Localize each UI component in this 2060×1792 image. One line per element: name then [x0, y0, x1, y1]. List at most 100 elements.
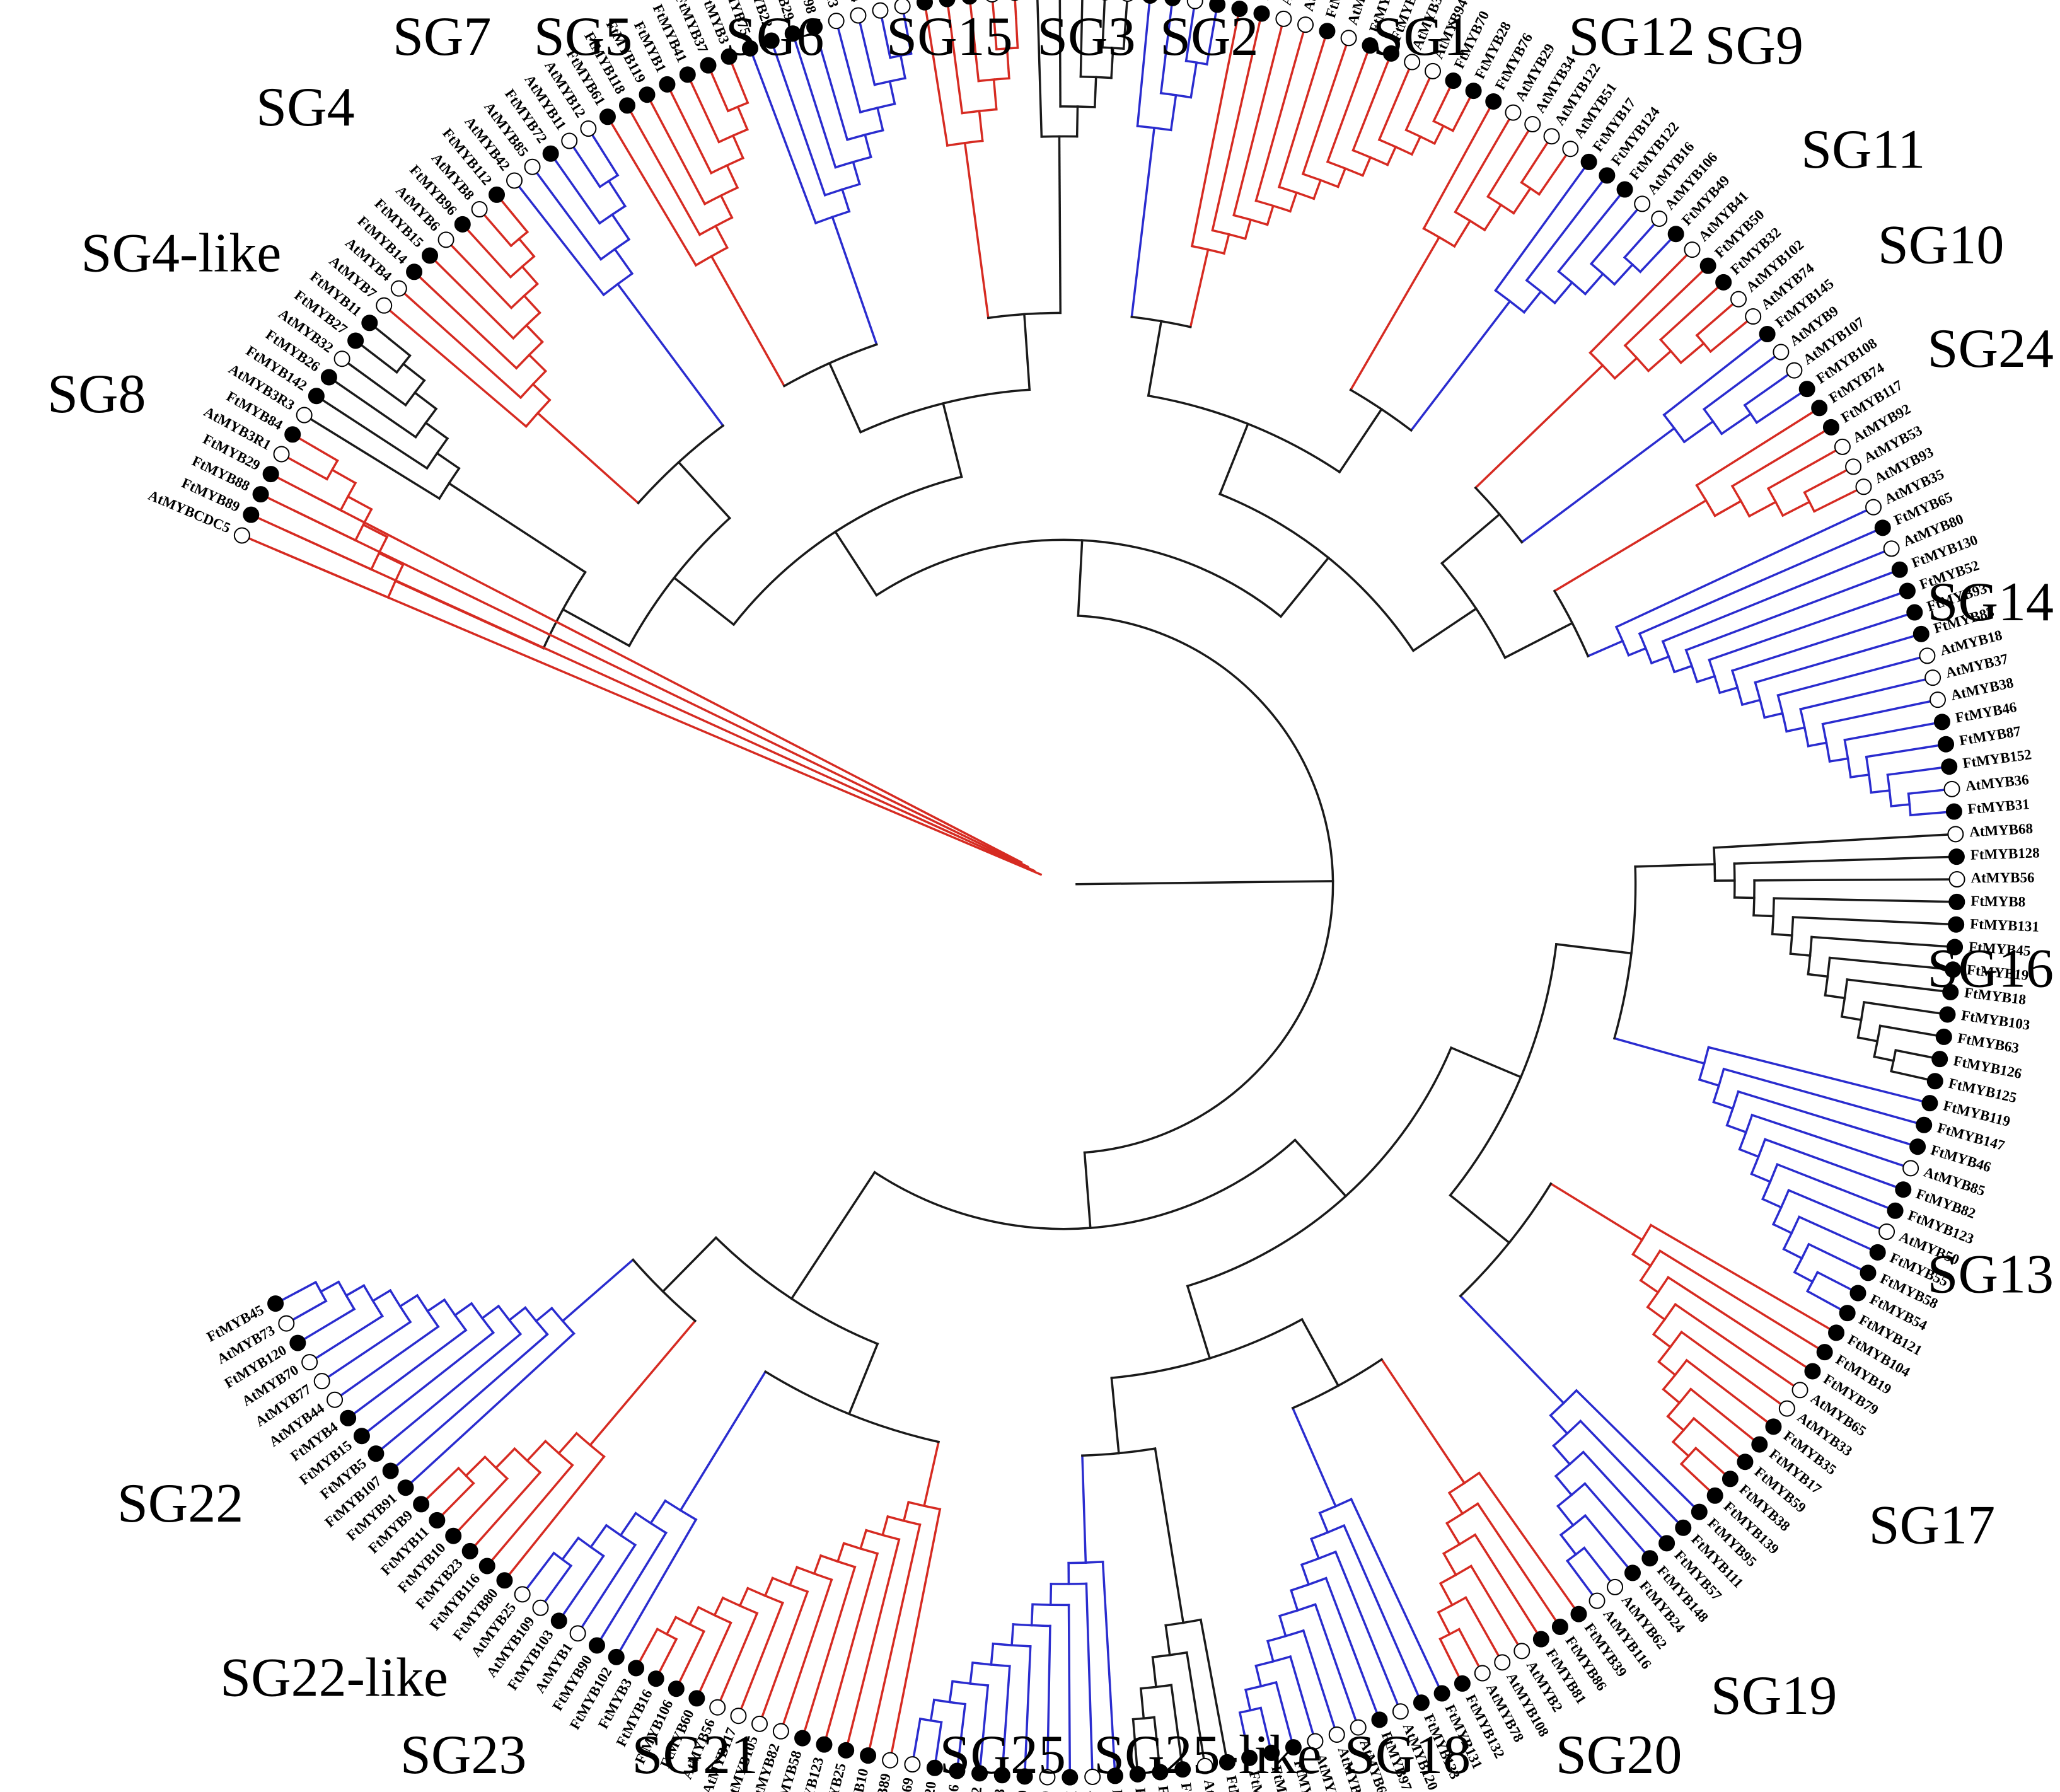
leaf-branch — [1342, 1523, 1423, 1704]
leaf-label: FtMYB14 — [1109, 1789, 1129, 1792]
open-marker — [390, 280, 407, 297]
filled-marker — [1382, 45, 1399, 62]
leaf-branch — [1810, 935, 1956, 949]
leaf-branch — [801, 1565, 857, 1740]
filled-marker — [1433, 1685, 1450, 1702]
filled-marker — [1485, 93, 1502, 110]
stem-branch — [942, 402, 963, 478]
internal-branch — [1452, 219, 1472, 248]
filled-marker — [1947, 939, 1964, 956]
filled-marker — [308, 388, 325, 405]
internal-branch — [1438, 1637, 1453, 1663]
internal-branch — [1639, 1279, 1660, 1294]
filled-marker — [1143, 0, 1157, 4]
leaf-branch — [1377, 61, 1414, 141]
filled-marker — [1658, 1535, 1675, 1552]
internal-branch — [1627, 647, 1648, 657]
subgroup-label-sg2: SG2 — [1160, 6, 1259, 67]
leaf-branch — [354, 339, 398, 374]
internal-branch — [560, 1536, 580, 1561]
open-marker — [1275, 10, 1292, 27]
open-marker — [1883, 540, 1900, 557]
leaf-branch — [303, 413, 441, 500]
filled-marker — [1715, 274, 1732, 291]
leaf-branch — [1707, 1046, 1931, 1105]
internal-branch — [1010, 1623, 1015, 1647]
open-marker — [1684, 241, 1701, 258]
leaf-branch — [1776, 654, 1929, 697]
subgroup-label-sg5: SG5 — [534, 6, 633, 67]
leaf-branch — [779, 1578, 833, 1733]
open-marker — [1425, 62, 1442, 79]
leaf-branch — [1422, 100, 1495, 230]
internal-branch — [788, 1566, 799, 1587]
internal-branch — [763, 1576, 774, 1597]
stem-branch — [1058, 135, 1062, 315]
leaf-branch — [1085, 1582, 1094, 1778]
leaf-branch — [1494, 160, 1591, 292]
leaf-branch — [991, 0, 998, 51]
leaf-branch — [1404, 69, 1435, 132]
open-marker — [1855, 478, 1872, 495]
open-marker — [986, 0, 998, 3]
internal-branch — [425, 1298, 446, 1313]
leaf-branch — [1661, 547, 1893, 643]
filled-marker — [794, 1730, 811, 1747]
filled-marker — [1010, 0, 1019, 1]
open-marker — [1562, 141, 1579, 158]
leaf-branch — [968, 0, 980, 83]
filled-marker — [1413, 1694, 1430, 1711]
stem-branch — [1503, 621, 1574, 659]
leaf-branch — [1277, 30, 1329, 188]
stem-branch — [1634, 863, 1716, 868]
internal-branch — [726, 164, 739, 190]
leaf-branch — [1708, 589, 1909, 662]
open-marker — [278, 1315, 295, 1332]
leaf-branch — [1666, 1276, 1814, 1373]
stem-branch — [447, 482, 587, 574]
internal-branch — [1556, 1504, 1575, 1527]
filled-marker — [1921, 1095, 1938, 1112]
open-marker — [1392, 1703, 1409, 1720]
open-marker — [1919, 647, 1936, 664]
filled-marker — [628, 1660, 645, 1677]
internal-branch — [1336, 166, 1347, 188]
stem-branch — [1023, 313, 1031, 391]
open-marker — [273, 446, 290, 463]
subgroup-label-sg3: SG3 — [1037, 6, 1136, 67]
stem-branch — [673, 576, 736, 627]
leaf-branch — [1695, 406, 1821, 487]
open-marker — [1745, 308, 1762, 325]
internal-branch — [1793, 1271, 1814, 1283]
internal-branch — [1890, 803, 1911, 807]
filled-marker — [1935, 1028, 1952, 1045]
outgroup-branch — [293, 509, 1029, 869]
leaf-branch — [1582, 1546, 1617, 1589]
filled-marker — [971, 1765, 988, 1782]
internal-branch — [1445, 1522, 1461, 1546]
leaf-branch — [1803, 465, 1855, 494]
leaf-label: AtMYB69 — [890, 1776, 917, 1792]
leaf-branch — [320, 1320, 412, 1383]
filled-marker — [1798, 381, 1815, 398]
leaf-label: FtMYB87 — [1958, 723, 2022, 748]
internal-branch — [990, 1642, 995, 1666]
filled-marker — [1941, 758, 1958, 775]
subgroup-label-sg10: SG10 — [1878, 214, 2005, 275]
internal-branch — [1679, 342, 1706, 364]
internal-branch — [1812, 496, 1843, 513]
leaf-branch — [625, 103, 702, 236]
leaf-branch — [1589, 202, 1644, 265]
leaf-branch — [1525, 173, 1609, 282]
internal-branch — [1290, 1588, 1299, 1612]
filled-marker — [1849, 1285, 1866, 1302]
stem-branch — [1154, 1447, 1185, 1624]
leaf-branch — [1828, 956, 1955, 971]
leaf-label: FtMYB152 — [1962, 746, 2032, 771]
internal-branch — [1318, 1511, 1329, 1534]
filled-marker — [429, 1512, 446, 1529]
leaf-branch — [1807, 1242, 1870, 1275]
internal-branch — [1189, 61, 1198, 99]
filled-marker — [1828, 1324, 1845, 1341]
leaf-branch — [1185, 1651, 1206, 1767]
